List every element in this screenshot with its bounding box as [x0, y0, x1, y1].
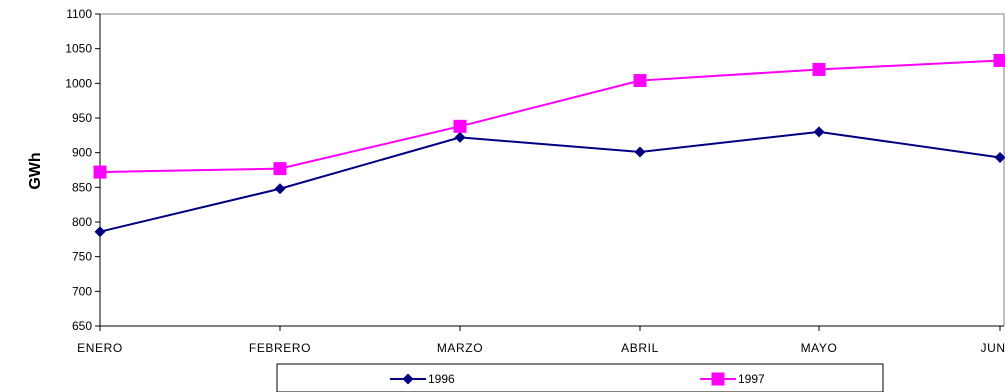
data-point [94, 226, 106, 238]
series-1996 [94, 126, 1005, 238]
data-point [274, 183, 286, 195]
x-tick-label: ENERO [77, 341, 123, 355]
legend-marker [711, 372, 725, 386]
data-point [93, 165, 107, 179]
y-tick-label: 650 [72, 319, 92, 333]
y-tick-label: 950 [72, 111, 92, 125]
legend-label: 1997 [738, 372, 765, 386]
y-tick-label: 800 [72, 215, 92, 229]
legend-box [276, 363, 884, 392]
x-axis: ENERO FEBRERO MARZO ABRIL MAYO JUNIO [77, 325, 1005, 355]
series-line [99, 130, 1001, 233]
data-point [813, 126, 825, 138]
legend: 1996 1997 [276, 363, 884, 392]
x-tick-label: MAYO [801, 341, 838, 355]
series-layer [93, 53, 1005, 238]
y-tick-label: 1100 [66, 7, 92, 21]
data-point [633, 74, 647, 88]
data-point [634, 146, 646, 158]
legend-label: 1996 [428, 372, 455, 386]
data-point [994, 152, 1005, 164]
y-tick-label: 850 [72, 180, 92, 194]
x-tick-label: MARZO [437, 341, 483, 355]
y-tick-label: 900 [72, 146, 92, 160]
data-point [453, 119, 467, 133]
y-axis-label: GWh [27, 152, 44, 189]
legend-marker [402, 373, 414, 385]
data-point [454, 131, 466, 143]
data-point [273, 162, 287, 176]
y-tick-label: 750 [72, 250, 92, 264]
x-tick-label: ABRIL [621, 341, 659, 355]
legend-item: 1996 [390, 372, 455, 386]
series-1997 [93, 53, 1005, 179]
data-point [812, 62, 826, 76]
y-axis: 650 700 750 800 850 900 950 1000 1050 1100 [65, 7, 101, 333]
y-tick-label: 1000 [65, 76, 92, 90]
data-point [993, 53, 1005, 67]
y-tick-label: 700 [72, 284, 92, 298]
series-line [99, 59, 1001, 174]
y-tick-label: 1050 [65, 42, 92, 56]
x-tick-label: JUNIO [981, 341, 1005, 355]
x-tick-label: FEBRERO [249, 341, 311, 355]
legend-item: 1997 [700, 372, 765, 386]
